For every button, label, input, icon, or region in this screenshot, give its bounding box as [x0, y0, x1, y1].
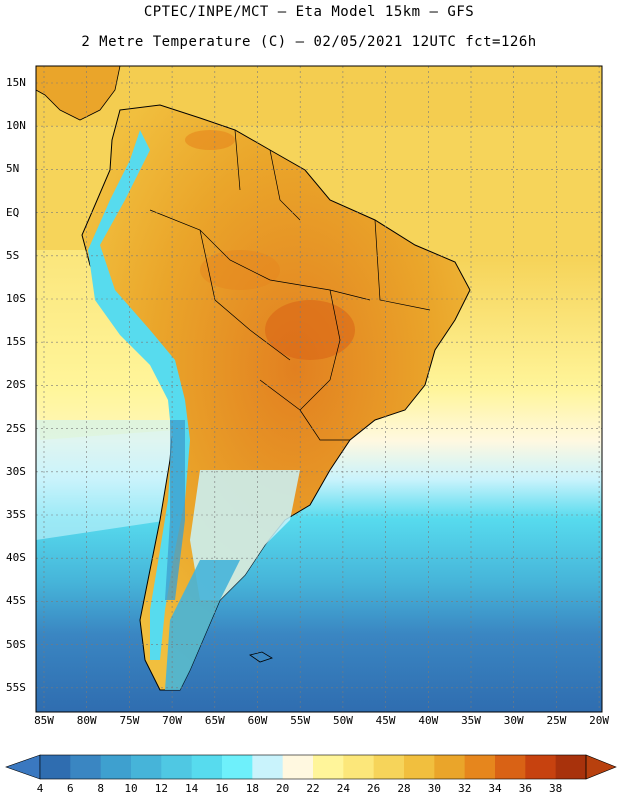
- country-borders: [149, 129, 431, 441]
- lon-label: 55W: [290, 714, 311, 727]
- lat-label: 30S: [6, 464, 26, 478]
- colorbar-tick-label: 18: [245, 782, 259, 795]
- colorbar-swatch: [313, 755, 344, 779]
- falkland-islands: [249, 651, 273, 663]
- patagonia: [165, 560, 240, 690]
- colorbar-tick-label: 8: [97, 782, 104, 795]
- colorbar-swatch: [434, 755, 466, 779]
- lon-label: 35W: [461, 714, 481, 727]
- lat-label: 55S: [6, 680, 26, 694]
- lat-label: 15N: [6, 76, 26, 89]
- colorbar-tick-label: 22: [306, 782, 320, 795]
- colorbar-swatch: [222, 755, 253, 779]
- colorbar-swatch: [464, 755, 496, 779]
- colorbar-swatch: [343, 755, 375, 779]
- lat-label: 35S: [6, 508, 26, 521]
- andes-cold-strip: [88, 130, 190, 660]
- lat-label: 50S: [6, 637, 26, 651]
- lon-label: 85W: [34, 714, 54, 727]
- colorbar-swatch: [252, 755, 284, 779]
- central-america: [36, 66, 121, 121]
- lon-label: 80W: [76, 714, 97, 727]
- colorbar-tick-label: 24: [336, 782, 350, 795]
- lon-label: 50W: [332, 714, 353, 727]
- colorbar-tick-label: 38: [549, 782, 563, 795]
- lat-label: 45S: [6, 594, 26, 608]
- colorbar-tick-label: 6: [67, 782, 74, 795]
- colorbar-low-arrow: [5, 754, 41, 780]
- colorbar-outline: [39, 754, 587, 780]
- lon-label: 65W: [204, 714, 225, 727]
- colorbar-swatch: [191, 755, 223, 779]
- colorbar-tick-label: 4: [36, 782, 44, 795]
- colorbar-tick-label: 26: [367, 782, 381, 795]
- colorbar-tick-label: 36: [518, 782, 532, 795]
- colorbar-swatch: [555, 755, 587, 779]
- pacific-cool-strip: [36, 250, 175, 440]
- colorbar-swatch: [282, 755, 314, 779]
- colorbar-high-arrow: [585, 754, 617, 780]
- lat-label: 5S: [6, 248, 20, 262]
- lon-label: 70W: [162, 714, 183, 727]
- lat-label: 10S: [6, 292, 26, 305]
- lon-label: 60W: [247, 714, 268, 727]
- lon-label: 20W: [589, 714, 610, 727]
- colorbar-swatch: [70, 755, 102, 779]
- colorbar-tick-label: 20: [276, 782, 290, 795]
- colorbar-swatch: [525, 755, 557, 779]
- colorbar-tick-label: 32: [458, 782, 472, 795]
- lon-label: 75W: [119, 714, 140, 727]
- lat-label: 25S: [6, 421, 26, 435]
- lat-label: 15S: [6, 335, 26, 349]
- map-title-line1: CPTEC/INPE/MCT – Eta Model 15km – GFS: [143, 4, 475, 20]
- lat-label: EQ: [6, 205, 20, 219]
- colorbar-tick-label: 16: [215, 782, 229, 795]
- lon-label: 45W: [375, 714, 396, 727]
- colorbar-swatch: [100, 755, 132, 779]
- colorbar: [5, 754, 617, 780]
- lat-label: 5N: [6, 162, 20, 176]
- colorbar-swatch: [161, 755, 193, 779]
- colorbar-swatch: [404, 755, 435, 779]
- colorbar-swatch: [131, 755, 162, 779]
- colorbar-tick-label: 12: [154, 782, 168, 795]
- colorbar-tick-label: 10: [124, 782, 138, 795]
- colorbar-swatch: [495, 755, 526, 779]
- lat-label: 40S: [6, 551, 26, 565]
- lon-label: 25W: [546, 714, 567, 727]
- colorbar-tick-label: 28: [397, 782, 411, 795]
- plot-frame: [35, 65, 603, 713]
- lat-label: 20S: [6, 378, 26, 392]
- colorbar-tick-label: 14: [185, 782, 199, 795]
- hot-core: [265, 300, 355, 360]
- lat-label: 10N: [6, 119, 26, 133]
- colorbar-tick-label: 30: [427, 782, 441, 795]
- colorbar-swatch: [373, 755, 405, 779]
- lon-label: 40W: [418, 714, 439, 727]
- lon-label: 30W: [503, 714, 524, 727]
- graticule: [36, 66, 602, 712]
- colorbar-swatch: [40, 755, 71, 779]
- colorbar-tick-label: 34: [488, 782, 502, 795]
- map-title-line2: 2 Metre Temperature (C) – 02/05/2021 12U…: [81, 34, 537, 50]
